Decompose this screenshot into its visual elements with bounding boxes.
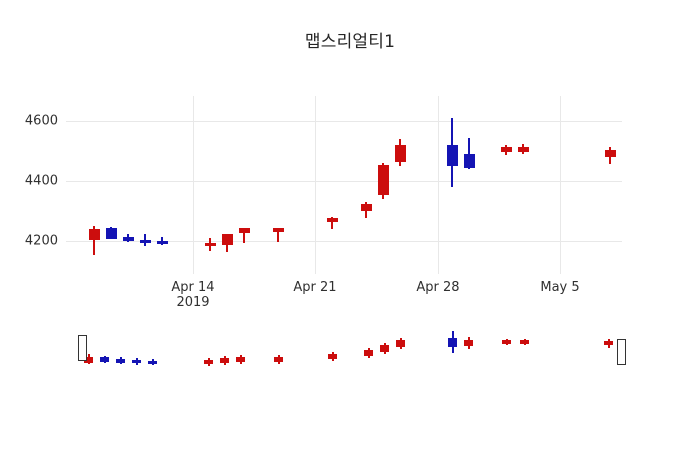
navigator-candle-body: [147, 361, 157, 364]
x-axis-tick-label: Apr 14 2019: [171, 280, 214, 310]
navigator-candle-body: [363, 350, 373, 356]
navigator-candle-body: [203, 360, 213, 364]
navigator-candle-body: [115, 359, 125, 363]
navigator-candle-body: [131, 360, 141, 363]
navigator-candle-body: [379, 345, 389, 352]
candle-body: [88, 229, 100, 240]
page-title: 맵스리얼티1: [304, 32, 396, 52]
candle-body: [394, 145, 406, 162]
y-axis-tick-label: 4600: [24, 113, 58, 129]
gridline-horizontal: [66, 181, 622, 182]
y-axis-tick-label: 4400: [24, 173, 58, 189]
navigator-candle-body: [327, 354, 337, 359]
x-axis-tick-primary: Apr 21: [293, 280, 337, 295]
candle-wick: [161, 236, 163, 245]
x-axis-tick-primary: May 5: [540, 280, 580, 295]
navigator-right-handle[interactable]: [617, 339, 626, 365]
x-axis-tick-year: 2019: [176, 295, 210, 310]
navigator-candle-body: [501, 340, 511, 344]
navigator-candle-body: [219, 358, 229, 363]
candle-wick: [243, 227, 245, 243]
navigator-candle-body: [447, 338, 457, 347]
candle-body: [122, 236, 134, 241]
candle-body: [446, 145, 458, 166]
candle-body: [139, 240, 151, 244]
candle-wick: [277, 227, 279, 242]
navigator-candle-body: [463, 340, 473, 346]
range-navigator[interactable]: [66, 330, 626, 370]
candle-body: [105, 227, 117, 239]
candle-body: [517, 147, 529, 152]
candle-body: [204, 243, 216, 247]
candle-body: [500, 147, 512, 153]
navigator-candle-body: [235, 357, 245, 362]
gridline-vertical: [193, 96, 194, 274]
candle-wick: [331, 217, 333, 229]
candle-body: [360, 203, 372, 211]
x-axis-tick-label: Apr 28: [416, 280, 459, 295]
x-axis-tick-label: Apr 21: [293, 280, 336, 295]
gridline-vertical: [315, 96, 316, 274]
gridline-horizontal: [66, 121, 622, 122]
navigator-candle-body: [519, 340, 529, 344]
navigator-left-handle[interactable]: [78, 335, 87, 361]
gridline-vertical: [438, 96, 439, 274]
candle-body: [604, 149, 616, 157]
navigator-candle-body: [273, 357, 283, 362]
gridline-vertical: [560, 96, 561, 274]
navigator-candle-body: [603, 341, 613, 345]
navigator-candle-body: [99, 357, 109, 362]
x-axis-tick-primary: Apr 28: [416, 280, 460, 295]
candle-wick: [144, 233, 146, 247]
candle-body: [326, 218, 338, 223]
y-axis: 4600 4400 4200: [0, 0, 58, 450]
gridline-horizontal: [66, 241, 622, 242]
candle-body: [377, 164, 389, 195]
candle-body: [238, 228, 250, 233]
candle-body: [156, 241, 168, 244]
candle-wick: [93, 226, 95, 255]
y-axis-tick-label: 4200: [24, 233, 58, 249]
navigator-candle-body: [83, 357, 93, 363]
x-axis-tick-label: May 5: [540, 280, 579, 295]
main-price-plot[interactable]: [66, 96, 622, 255]
candle-body: [272, 228, 284, 232]
candle-body: [221, 234, 233, 246]
x-axis-tick-primary: Apr 14: [171, 280, 215, 295]
candle-wick: [468, 137, 470, 169]
navigator-candle-body: [395, 340, 405, 347]
candle-body: [463, 154, 475, 168]
